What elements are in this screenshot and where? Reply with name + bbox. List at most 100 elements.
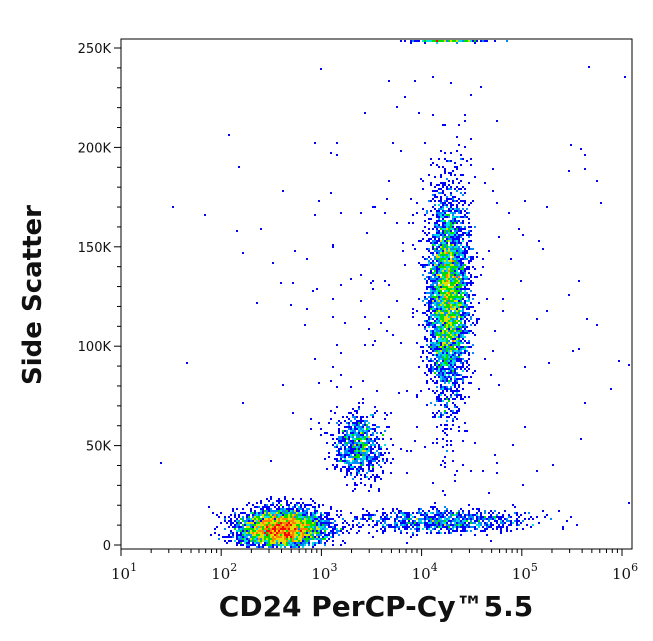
density-cell bbox=[356, 450, 358, 452]
density-cell bbox=[432, 342, 434, 344]
density-cell bbox=[382, 532, 384, 534]
density-cell bbox=[290, 522, 292, 524]
density-cell bbox=[460, 334, 462, 336]
density-cell bbox=[444, 298, 446, 300]
density-cell bbox=[462, 216, 464, 218]
density-cell bbox=[230, 540, 232, 542]
density-cell bbox=[376, 524, 378, 526]
density-cell bbox=[466, 314, 468, 316]
density-cell bbox=[496, 528, 498, 530]
density-cell bbox=[256, 534, 258, 536]
density-cell bbox=[338, 450, 340, 452]
density-cell bbox=[282, 526, 284, 528]
density-cell bbox=[358, 472, 360, 474]
density-cell bbox=[468, 266, 470, 268]
density-cell bbox=[440, 284, 442, 286]
density-cell bbox=[452, 224, 454, 226]
density-cell bbox=[346, 484, 348, 486]
density-cell bbox=[456, 248, 458, 250]
density-cell bbox=[356, 462, 358, 464]
density-cell bbox=[506, 528, 508, 530]
density-cell bbox=[228, 534, 230, 536]
density-cell bbox=[386, 198, 388, 200]
density-cell bbox=[466, 300, 468, 302]
density-cell bbox=[298, 512, 300, 514]
density-cell bbox=[340, 510, 342, 512]
density-cell bbox=[466, 308, 468, 310]
density-cell bbox=[288, 518, 290, 520]
density-cell bbox=[438, 366, 440, 368]
density-cell bbox=[420, 522, 422, 524]
density-cell bbox=[446, 528, 448, 530]
density-cell bbox=[278, 522, 280, 524]
density-cell bbox=[266, 538, 268, 540]
density-cell bbox=[240, 522, 242, 524]
density-cell bbox=[330, 380, 332, 382]
density-cell bbox=[342, 416, 344, 418]
density-cell bbox=[350, 386, 352, 388]
density-cell bbox=[362, 430, 364, 432]
density-cell bbox=[374, 452, 376, 454]
density-cell bbox=[432, 206, 434, 208]
density-cell bbox=[458, 328, 460, 330]
density-cell bbox=[440, 202, 442, 204]
density-cell bbox=[352, 408, 354, 410]
density-cell bbox=[454, 248, 456, 250]
density-cell bbox=[458, 298, 460, 300]
density-cell bbox=[396, 524, 398, 526]
density-cell bbox=[426, 234, 428, 236]
density-cell bbox=[452, 308, 454, 310]
density-cell bbox=[464, 232, 466, 234]
density-cell bbox=[276, 504, 278, 506]
density-cell bbox=[282, 544, 284, 546]
density-cell bbox=[462, 330, 464, 332]
density-cell bbox=[450, 326, 452, 328]
density-cell bbox=[344, 426, 346, 428]
density-cell bbox=[436, 412, 438, 414]
density-cell bbox=[334, 442, 336, 444]
density-cell bbox=[268, 510, 270, 512]
density-cell bbox=[458, 344, 460, 346]
density-cell bbox=[458, 326, 460, 328]
density-cell bbox=[538, 240, 540, 242]
density-cell bbox=[424, 338, 426, 340]
density-cell bbox=[406, 526, 408, 528]
density-cell bbox=[370, 434, 372, 436]
density-cell bbox=[448, 346, 450, 348]
density-cell bbox=[458, 182, 460, 184]
density-cell bbox=[476, 528, 478, 530]
density-cell bbox=[306, 514, 308, 516]
density-cell bbox=[238, 516, 240, 518]
density-cell bbox=[312, 522, 314, 524]
density-cell bbox=[438, 510, 440, 512]
density-cell bbox=[382, 438, 384, 440]
density-cell bbox=[308, 534, 310, 536]
density-cell bbox=[218, 538, 220, 540]
density-cell bbox=[460, 286, 462, 288]
density-cell bbox=[434, 392, 436, 394]
density-cell bbox=[272, 524, 274, 526]
density-cell bbox=[462, 352, 464, 354]
density-cell bbox=[388, 316, 390, 318]
density-cell bbox=[246, 522, 248, 524]
density-cell bbox=[546, 310, 548, 312]
density-cell bbox=[306, 538, 308, 540]
density-cell bbox=[462, 40, 464, 42]
density-cell bbox=[372, 520, 374, 522]
density-cell bbox=[460, 164, 462, 166]
density-cell bbox=[290, 512, 292, 514]
density-cell bbox=[460, 526, 462, 528]
density-cell bbox=[460, 322, 462, 324]
density-cell bbox=[440, 356, 442, 358]
density-cell bbox=[412, 244, 414, 246]
density-cell bbox=[500, 518, 502, 520]
density-cell bbox=[426, 514, 428, 516]
density-cell bbox=[434, 364, 436, 366]
density-cell bbox=[256, 518, 258, 520]
density-cell bbox=[460, 328, 462, 330]
density-cell bbox=[218, 516, 220, 518]
density-cell bbox=[264, 544, 266, 546]
density-cell bbox=[454, 280, 456, 282]
density-cell bbox=[282, 508, 284, 510]
density-cell bbox=[432, 310, 434, 312]
